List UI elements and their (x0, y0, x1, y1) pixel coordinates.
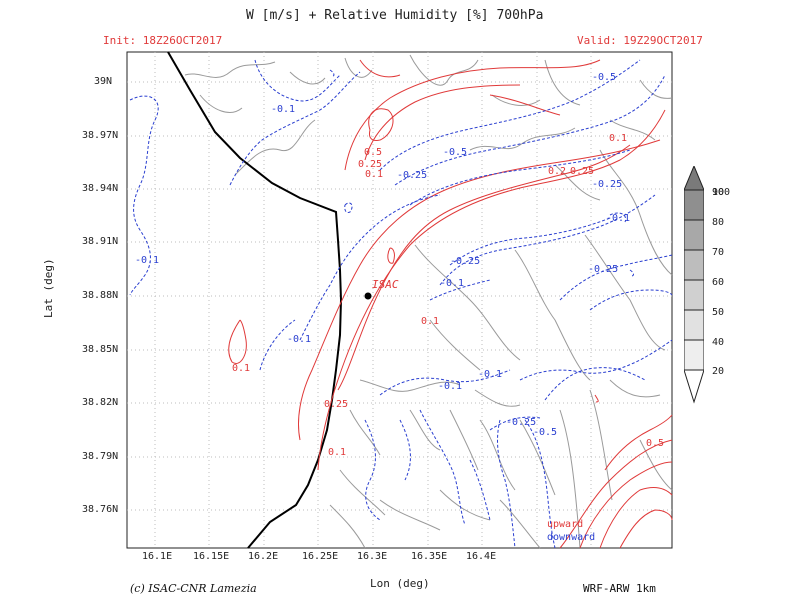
contour-label-red: 0.5 (364, 147, 382, 158)
colorbar-label: 60 (712, 277, 725, 288)
contour-label-red: 0.1 (365, 169, 383, 180)
x-axis-label: Lon (deg) (370, 577, 430, 590)
colorbar (684, 166, 704, 404)
y-axis-label: Lat (deg) (42, 258, 55, 318)
contour-label-red: 0.1 (609, 133, 627, 144)
contour-label-red: 0.25 (570, 166, 594, 177)
contour-label-blue: -0.25 (506, 417, 536, 428)
x-tick-label: 16.35E (411, 551, 448, 562)
y-tick-label: 38.97N (82, 130, 119, 141)
contour-label-blue: -0.5 (592, 72, 616, 83)
model-name: WRF-ARW 1km (583, 582, 656, 595)
contour-label-blue: -0.1 (135, 255, 159, 266)
y-tick-label: 38.79N (82, 451, 119, 462)
coastline (167, 51, 343, 549)
y-tick-label: 38.76N (82, 504, 119, 515)
contour-label-blue: -0.5 (443, 147, 467, 158)
downward-contours (129, 59, 673, 549)
contour-label-blue: -0.1 (478, 369, 502, 380)
contour-label-blue: -0.1 (287, 334, 311, 345)
colorbar-label: 100 (712, 187, 731, 198)
y-tick-label: 39N (94, 76, 113, 87)
y-tick-label: 38.85N (82, 344, 119, 355)
y-tick-label: 38.82N (82, 397, 119, 408)
contour-label-blue: -0.1 (440, 278, 464, 289)
y-tick-label: 38.94N (82, 183, 119, 194)
y-tick-label: 38.88N (82, 290, 119, 301)
isac-station-marker (364, 292, 372, 300)
legend-downward: downward (547, 532, 595, 543)
terrain-contours (184, 54, 673, 549)
colorbar-label: 50 (712, 307, 725, 318)
contour-label-red: 0.25 (358, 159, 382, 170)
legend-upward: upward (547, 519, 583, 530)
isac-station-label: ISAC (372, 278, 399, 291)
colorbar-label-bottom: 20 (712, 366, 725, 377)
colorbar-label: 80 (712, 217, 725, 228)
x-tick-label: 16.2E (248, 551, 279, 562)
x-tick-label: 16.4E (466, 551, 497, 562)
contour-label-red: 0.5 (646, 438, 664, 449)
upward-contour-labels: 0.5 0.25 0.1 0.2 0.25 0.1 0.1 0.1 0.25 0… (232, 133, 664, 458)
colorbar-label: 40 (712, 337, 725, 348)
colorbar-label: 90 (712, 187, 725, 198)
downward-contour-labels: -0.5 -0.1 -0.5 -0.25 -0.25 -0.1 -0.1 -0.… (135, 72, 630, 438)
contour-label-blue: -0.1 (606, 213, 630, 224)
contour-label-red: 0.1 (328, 447, 346, 458)
contour-label-red: 0.1 (421, 316, 439, 327)
colorbar-label: 70 (712, 247, 725, 258)
valid-time: Valid: 19Z29OCT2017 (577, 34, 703, 47)
contour-label-blue: -0.25 (588, 264, 618, 275)
x-tick-label: 16.15E (193, 551, 230, 562)
contour-label-blue: -0.1 (438, 381, 462, 392)
copyright: (c) ISAC-CNR Lamezia (130, 582, 257, 595)
gridlines (127, 52, 672, 548)
x-tick-label: 16.3E (357, 551, 388, 562)
contour-label-blue: -0.25 (397, 170, 427, 181)
contour-label-blue: -0.25 (592, 179, 622, 190)
contour-label-blue: -0.5 (533, 427, 557, 438)
contour-label-blue: -0.25 (450, 256, 480, 267)
chart-title: W [m/s] + Relative Humidity [%] 700hPa (246, 8, 544, 23)
y-tick-label: 38.91N (82, 236, 119, 247)
contour-label-red: 0.2 (548, 166, 566, 177)
init-time: Init: 18Z26OCT2017 (103, 34, 223, 47)
contour-label-red: 0.1 (232, 363, 250, 374)
x-tick-label: 16.25E (302, 551, 339, 562)
contour-label-blue: -0.1 (271, 104, 295, 115)
x-tick-label: 16.1E (142, 551, 173, 562)
contour-label-red: 0.25 (324, 399, 348, 410)
upward-contours (228, 59, 673, 549)
